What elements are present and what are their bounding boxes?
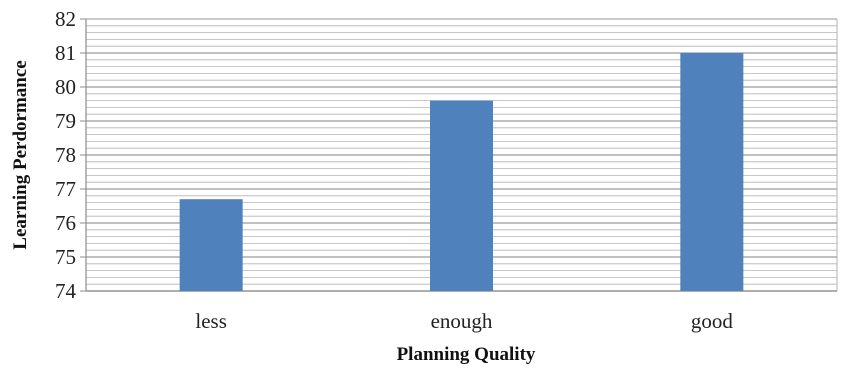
x-tick-label-good: good [691, 309, 734, 333]
x-tick-label-enough: enough [431, 309, 493, 333]
y-tick-label: 77 [55, 177, 76, 201]
bar-good [680, 53, 744, 291]
y-tick-label: 74 [55, 279, 77, 303]
y-tick-labels: 74 75 76 77 78 79 80 81 82 [55, 7, 86, 303]
x-tick-label-less: less [195, 309, 227, 333]
y-tick-label: 81 [55, 41, 76, 65]
y-tick-label: 82 [55, 7, 76, 31]
y-tick-label: 76 [55, 211, 76, 235]
y-tick-label: 75 [55, 245, 76, 269]
y-tick-label: 79 [55, 109, 76, 133]
y-axis-title: Learning Perdormance [10, 60, 31, 249]
bar-less [179, 199, 243, 291]
x-axis-title: Planning Quality [397, 344, 536, 365]
bar-enough [430, 100, 493, 291]
y-tick-label: 80 [55, 75, 76, 99]
bars [179, 53, 744, 291]
y-tick-label: 78 [55, 143, 76, 167]
x-tick-labels: less enough good [195, 309, 733, 333]
